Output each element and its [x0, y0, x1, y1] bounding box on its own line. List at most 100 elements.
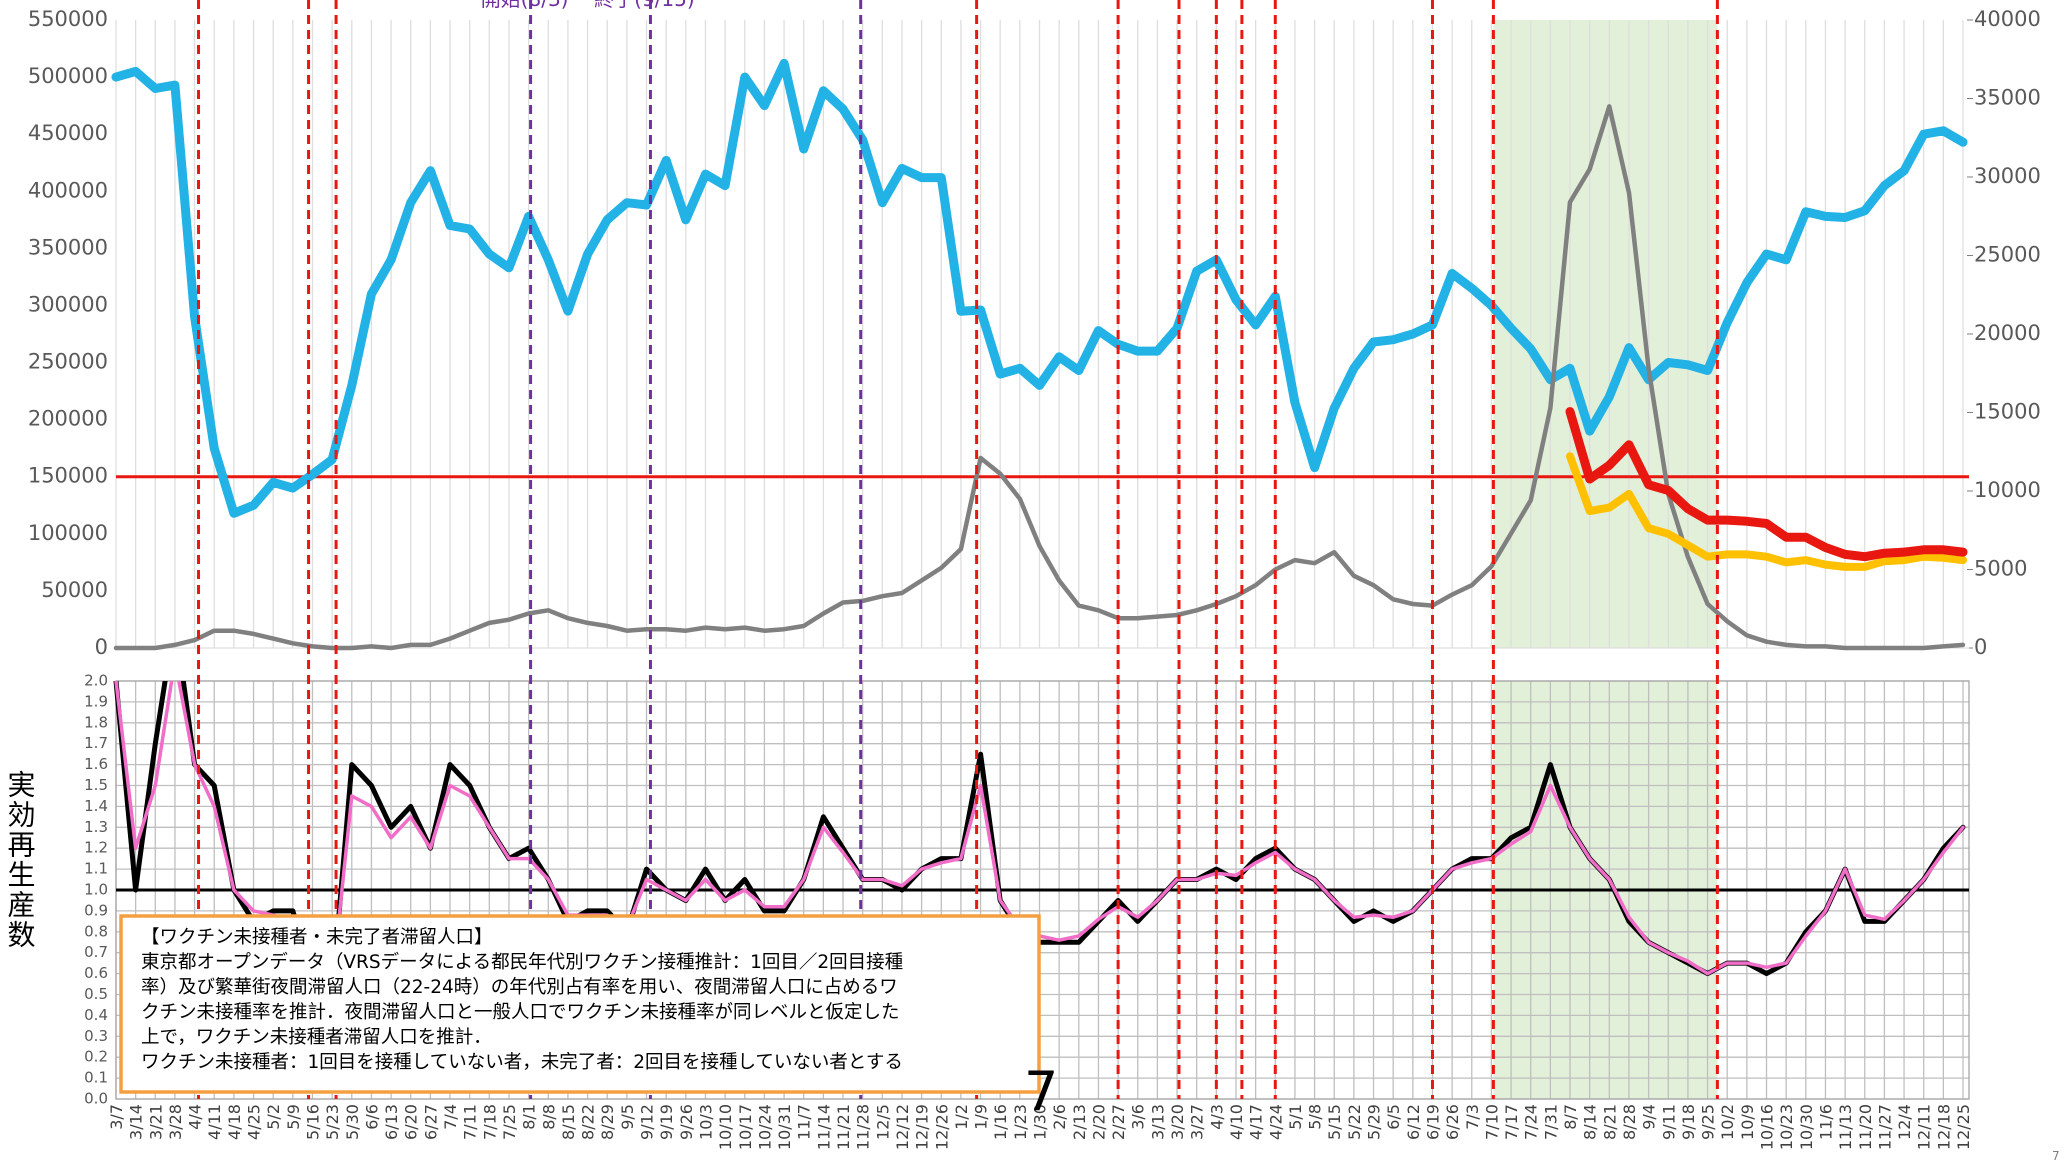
x-tick-label: 9/5: [618, 1104, 637, 1130]
x-tick-label: 4/4: [186, 1104, 205, 1130]
x-tick-label: 9/26: [677, 1104, 696, 1140]
y-tick-label: 1.8: [84, 713, 108, 731]
y-tick-label: 0.7: [84, 943, 108, 961]
x-tick-label: 11/27: [1875, 1104, 1894, 1150]
x-tick-label: 9/12: [638, 1104, 657, 1140]
y-tick-label: 0.3: [84, 1027, 108, 1045]
x-tick-label: 8/15: [559, 1104, 578, 1140]
y-tick-label: 1.5: [84, 776, 108, 794]
x-tick-label: 5/2: [264, 1104, 283, 1130]
x-tick-label: 3/6: [1129, 1104, 1148, 1130]
x-tick-label: 6/19: [1423, 1104, 1442, 1140]
x-tick-label: 7/25: [500, 1104, 519, 1140]
note-line: 上で，ワクチン未接種者滞留人口を推計．: [141, 1027, 492, 1048]
x-tick-label: 12/5: [873, 1104, 892, 1140]
x-tick-label: 9/19: [657, 1104, 676, 1140]
x-tick-label: 6/13: [382, 1104, 401, 1140]
x-tick-label: 1/23: [1011, 1104, 1030, 1140]
x-tick-label: 4/24: [1266, 1104, 1285, 1140]
x-tick-label: 11/28: [854, 1104, 873, 1150]
x-tick-label: 9/18: [1679, 1104, 1698, 1140]
y-tick-label: 0.9: [84, 901, 108, 919]
x-tick-label: 11/6: [1816, 1104, 1835, 1140]
y2-tick-label: 35000: [1974, 86, 2041, 110]
x-tick-label: 12/11: [1915, 1104, 1934, 1150]
x-tick-label: 7/17: [1502, 1104, 1521, 1140]
y-tick-label: 1.3: [84, 818, 108, 836]
y-tick-label: 0.0: [84, 1090, 108, 1108]
x-tick-label: 5/29: [1365, 1104, 1384, 1140]
x-tick-label: 4/11: [205, 1104, 224, 1140]
x-tick-label: 4/3: [1207, 1104, 1226, 1130]
x-tick-label: 10/30: [1797, 1104, 1816, 1150]
y2-tick-label: 40000: [1974, 7, 2041, 31]
x-tick-label: 8/29: [598, 1104, 617, 1140]
x-tick-label: 3/28: [166, 1104, 185, 1140]
x-tick-label: 1/30: [1031, 1104, 1050, 1140]
x-tick-label: 2/13: [1070, 1104, 1089, 1140]
x-tick-label: 1/16: [991, 1104, 1010, 1140]
y-tick-label: 500000: [28, 64, 108, 88]
x-tick-label: 8/14: [1581, 1104, 1600, 1140]
y-tick-label: 150000: [28, 464, 108, 488]
x-tick-label: 6/20: [402, 1104, 421, 1140]
x-tick-label: 7/31: [1541, 1104, 1560, 1140]
x-tick-label: 4/17: [1247, 1104, 1266, 1140]
x-tick-label: 10/17: [736, 1104, 755, 1150]
x-tick-label: 2/6: [1050, 1104, 1069, 1130]
series-line: [1565, 407, 1968, 562]
x-tick-label: 3/21: [146, 1104, 165, 1140]
x-tick-label: 12/19: [913, 1104, 932, 1150]
x-tick-label: 5/22: [1345, 1104, 1364, 1140]
x-tick-label: 11/21: [834, 1104, 853, 1150]
y-axis-label: 実効再生産数: [4, 770, 37, 950]
y-tick-label: 250000: [28, 350, 108, 374]
x-tick-label: 11/13: [1836, 1104, 1855, 1150]
x-tick-label: 10/23: [1777, 1104, 1796, 1150]
y-tick-label: 350000: [28, 235, 108, 259]
x-tick-label: 11/20: [1856, 1104, 1875, 1150]
x-tick-label: 8/8: [539, 1104, 558, 1130]
page-number: 7: [2052, 1149, 2060, 1163]
y-tick-label: 1.7: [84, 734, 108, 752]
y-tick-label: 0.2: [84, 1048, 108, 1066]
y2-tick-label: 5000: [1974, 557, 2027, 581]
x-tick-label: 3/27: [1188, 1104, 1207, 1140]
x-tick-label: 10/3: [696, 1104, 715, 1140]
x-tick-label: 5/23: [323, 1104, 342, 1140]
note-line: 率）及び繁華街夜間滞留人口（22-24時）の年代別占有率を用い、夜間滞留人口に占…: [141, 977, 898, 998]
x-tick-label: 6/5: [1384, 1104, 1403, 1130]
x-tick-label: 5/30: [343, 1104, 362, 1140]
x-tick-label: 9/25: [1699, 1104, 1718, 1140]
y2-tick-label: 30000: [1974, 164, 2041, 188]
series-line: [113, 104, 1966, 651]
y2-tick-label: 0: [1974, 635, 1987, 659]
x-tick-label: 8/22: [579, 1104, 598, 1140]
note-line: 【ワクチン未接種者・未完了者滞留人口】: [141, 927, 493, 948]
x-tick-label: 5/8: [1306, 1104, 1325, 1130]
y-tick-label: 1.2: [84, 839, 108, 857]
note-line: クチン未接種率を推計．夜間滞留人口と一般人口でワクチン未接種率が同レベルと仮定し…: [141, 1002, 900, 1023]
x-tick-label: 1/9: [972, 1104, 991, 1130]
x-tick-label: 12/26: [932, 1104, 951, 1150]
x-tick-label: 5/9: [284, 1104, 303, 1130]
x-tick-label: 10/31: [775, 1104, 794, 1150]
x-tick-label: 2/20: [1089, 1104, 1108, 1140]
x-tick-label: 5/1: [1286, 1104, 1305, 1130]
event-label: 終了(9/15): [594, 0, 695, 11]
x-tick-label: 6/12: [1404, 1104, 1423, 1140]
x-tick-label: 10/9: [1738, 1104, 1757, 1140]
x-tick-label: 3/14: [127, 1104, 146, 1140]
x-tick-label: 6/27: [421, 1104, 440, 1140]
y-tick-label: 2.0: [84, 672, 108, 690]
x-tick-label: 10/24: [755, 1104, 774, 1150]
x-tick-label: 7/24: [1522, 1104, 1541, 1140]
y-tick-label: 0: [95, 635, 108, 659]
y2-tick-label: 15000: [1974, 400, 2041, 424]
y2-tick-label: 20000: [1974, 321, 2041, 345]
note-line: 東京都オープンデータ（VRSデータによる都民年代別ワクチン接種推計：1回目／2回…: [141, 952, 903, 973]
x-tick-label: 11/14: [814, 1104, 833, 1150]
slide-marker: 7: [1024, 1060, 1058, 1123]
